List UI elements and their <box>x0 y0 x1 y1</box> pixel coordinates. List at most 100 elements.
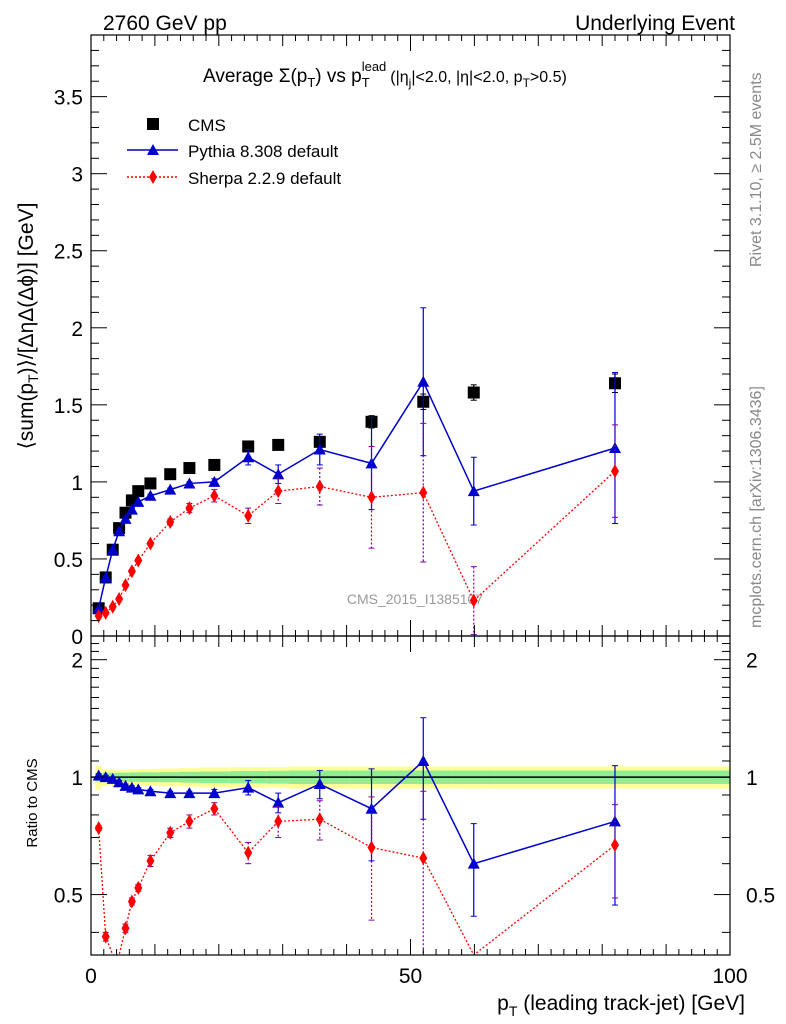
data-point <box>208 787 221 799</box>
data-point <box>610 464 619 479</box>
legend-marker <box>147 144 159 155</box>
data-point <box>115 592 124 607</box>
data-point <box>608 441 621 453</box>
data-point <box>106 772 119 784</box>
watermark: CMS_2015_I1385107 <box>347 591 483 607</box>
plot-area <box>92 307 621 635</box>
legend: CMS Pythia 8.308 default Sherpa 2.2.9 defa… <box>127 116 341 188</box>
data-point <box>101 929 110 944</box>
data-point <box>132 783 145 795</box>
y-tick-label: 1 <box>71 767 83 790</box>
data-point <box>274 484 283 499</box>
data-point <box>242 451 255 463</box>
legend-label: CMS <box>188 116 226 135</box>
data-point <box>121 921 130 936</box>
y-axis-label: ⟨sum(pT)⟩/[ΔηΔ(Δϕ)] [GeV] <box>15 203 41 450</box>
data-point <box>183 462 196 475</box>
data-point <box>365 802 378 814</box>
data-point <box>144 477 157 490</box>
data-point <box>127 894 136 909</box>
legend-marker <box>149 170 157 184</box>
y-tick-label: 1.5 <box>54 395 83 418</box>
y-tick-label: 0 <box>71 626 83 649</box>
data-point <box>94 608 103 623</box>
data-point <box>166 825 175 840</box>
data-point <box>121 578 130 593</box>
data-point <box>144 785 157 797</box>
rivet-label: Rivet 3.1.10, ≥ 2.5M events <box>748 72 765 267</box>
data-point <box>132 495 145 507</box>
data-point <box>166 514 175 529</box>
data-point <box>108 599 117 614</box>
data-point <box>419 851 428 866</box>
series-line <box>97 380 616 609</box>
y-tick-label: 3 <box>71 164 83 187</box>
data-point <box>185 814 194 829</box>
x-axis-label: pT (leading track-jet) [GeV] <box>497 992 745 1019</box>
series-line <box>98 807 616 955</box>
mcplots-label: mcplots.cern.ch [arXiv:1306.3436] <box>748 386 765 628</box>
y-tick-label-right: 2 <box>746 650 758 673</box>
data-point <box>164 787 177 799</box>
data-point <box>469 593 478 608</box>
y-tick-label-right: 0.5 <box>746 885 775 908</box>
data-point <box>610 837 619 852</box>
data-point <box>210 488 219 503</box>
data-point <box>467 386 480 399</box>
data-point <box>315 812 324 827</box>
data-point <box>132 485 145 498</box>
data-point <box>244 845 253 860</box>
data-point <box>244 508 253 523</box>
x-tick-label: 0 <box>85 965 97 988</box>
data-point <box>185 501 194 516</box>
data-point <box>272 438 285 451</box>
data-point <box>125 494 138 507</box>
data-point <box>164 483 177 495</box>
header-right: Underlying Event <box>575 12 735 35</box>
main-panel: 0 0.5 1 1.5 2 2.5 3 3.5 <box>54 34 731 649</box>
data-point <box>367 490 376 505</box>
y-tick-label: 2.5 <box>54 241 83 264</box>
plot-area <box>91 717 730 955</box>
data-point <box>467 857 480 869</box>
data-point <box>208 458 221 471</box>
data-point <box>134 880 143 895</box>
data-point <box>146 853 155 868</box>
data-point <box>210 801 219 816</box>
data-point <box>92 602 105 614</box>
data-point <box>183 477 196 489</box>
header-left: 2760 GeV pp <box>103 12 227 35</box>
y-tick-label: 2 <box>71 650 83 673</box>
data-point <box>367 840 376 855</box>
y-tick-label-right: 1 <box>746 767 758 790</box>
data-point <box>274 814 283 829</box>
data-point <box>417 754 430 766</box>
x-tick-label: 50 <box>399 965 422 988</box>
data-point <box>315 479 324 494</box>
data-point <box>92 769 105 781</box>
data-point <box>119 512 132 524</box>
legend-label: Pythia 8.308 default <box>188 142 339 161</box>
data-point <box>183 787 196 799</box>
legend-label: Sherpa 2.2.9 default <box>188 169 341 188</box>
data-point <box>272 468 285 480</box>
data-point <box>99 571 112 583</box>
y-tick-label: 0.5 <box>54 549 83 572</box>
data-point <box>417 375 430 387</box>
plot-frame <box>90 34 731 637</box>
data-point <box>242 781 255 793</box>
data-point <box>127 564 136 579</box>
data-point <box>146 536 155 551</box>
y-tick-label: 1 <box>71 472 83 495</box>
data-point <box>101 605 110 620</box>
data-point <box>125 503 138 515</box>
data-point <box>467 485 480 497</box>
data-point <box>164 468 177 481</box>
data-point <box>313 443 326 455</box>
data-point <box>144 489 157 501</box>
data-point <box>113 525 126 537</box>
data-point <box>208 475 221 487</box>
chart-title: Average Σ(pT) vs pTlead(|ηj|<2.0, |η|<2.… <box>203 59 567 90</box>
data-point <box>272 796 285 808</box>
